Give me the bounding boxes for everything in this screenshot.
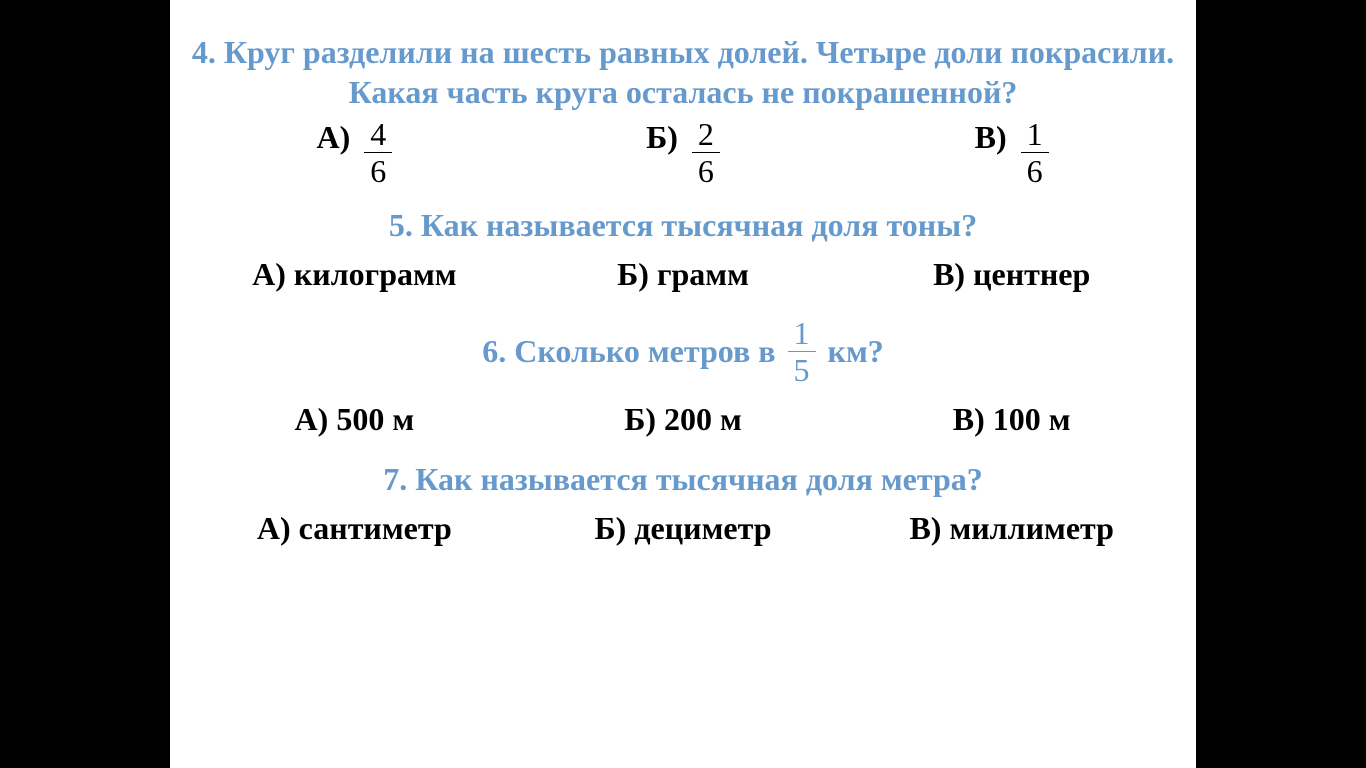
q4-b-letter: Б): [646, 118, 678, 156]
q6-denominator: 5: [788, 352, 816, 386]
q4-answer-b: Б) 2 6: [519, 118, 848, 187]
q6-answer-b: Б) 200 м: [519, 400, 848, 438]
q5-answer-a: А) килограмм: [190, 255, 519, 293]
q7-answer-v: В) миллиметр: [847, 509, 1176, 547]
q4-v-letter: В): [975, 118, 1007, 156]
q4-a-denominator: 6: [364, 153, 392, 187]
q5-answer-b: Б) грамм: [519, 255, 848, 293]
q6-fraction: 1 5: [788, 317, 816, 386]
q4-a-numerator: 4: [364, 118, 392, 153]
q4-b-fraction: 2 6: [692, 118, 720, 187]
q4-b-denominator: 6: [692, 153, 720, 187]
q6-text: 6. Сколько метров в 1 5 км?: [190, 317, 1176, 386]
q6-text-before: 6. Сколько метров в: [482, 333, 775, 370]
q4-v-numerator: 1: [1021, 118, 1049, 153]
q4-v-fraction: 1 6: [1021, 118, 1049, 187]
q7-answer-b: Б) дециметр: [519, 509, 848, 547]
q6-text-after: км?: [828, 333, 884, 370]
q6-answers: А) 500 м Б) 200 м В) 100 м: [190, 400, 1176, 438]
q6-numerator: 1: [788, 317, 816, 352]
q4-answer-a: А) 4 6: [190, 118, 519, 187]
q5-text: 5. Как называется тысячная доля тоны?: [190, 205, 1176, 245]
q7-answer-a: А) сантиметр: [190, 509, 519, 547]
q4-b-numerator: 2: [692, 118, 720, 153]
q7-text: 7. Как называется тысячная доля метра?: [190, 459, 1176, 499]
q4-a-letter: А): [316, 118, 350, 156]
q5-answer-v: В) центнер: [847, 255, 1176, 293]
q6-answer-a: А) 500 м: [190, 400, 519, 438]
q4-answer-v: В) 1 6: [847, 118, 1176, 187]
q6-answer-v: В) 100 м: [847, 400, 1176, 438]
q4-v-denominator: 6: [1021, 153, 1049, 187]
q4-answers: А) 4 6 Б) 2 6 В) 1 6: [190, 118, 1176, 187]
q4-a-fraction: 4 6: [364, 118, 392, 187]
q7-answers: А) сантиметр Б) дециметр В) миллиметр: [190, 509, 1176, 547]
slide: 4. Круг разделили на шесть равных долей.…: [170, 0, 1196, 768]
q4-text: 4. Круг разделили на шесть равных долей.…: [190, 32, 1176, 112]
q5-answers: А) килограмм Б) грамм В) центнер: [190, 255, 1176, 293]
